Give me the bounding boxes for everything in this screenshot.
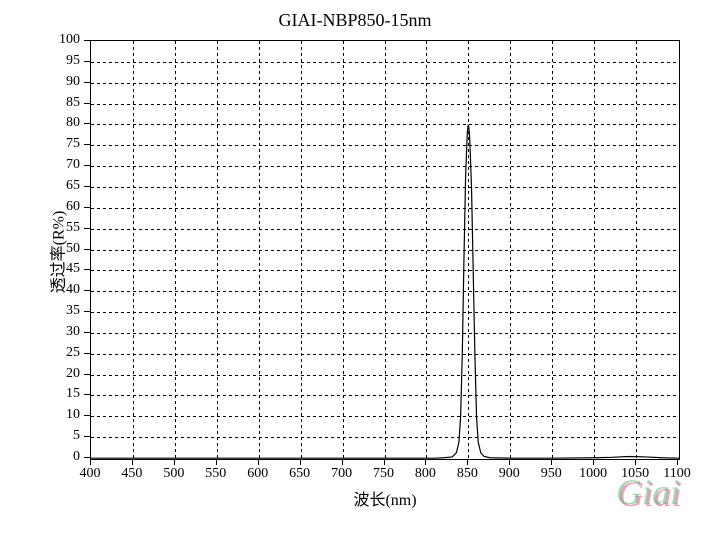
y-tick-label: 95 [50,53,80,69]
grid-line-horizontal [91,145,679,146]
y-tick-label: 50 [50,241,80,257]
x-tick [90,459,91,465]
grid-line-horizontal [91,333,679,334]
x-tick-label: 1100 [663,466,690,482]
x-tick-label: 400 [80,466,101,482]
y-tick [84,186,90,187]
grid-line-horizontal [91,354,679,355]
x-tick-label: 600 [247,466,268,482]
y-tick [84,457,90,458]
y-tick [84,311,90,312]
y-tick-label: 5 [50,428,80,444]
grid-line-horizontal [91,62,679,63]
x-tick [132,459,133,465]
grid-line-horizontal [91,250,679,251]
y-tick-label: 0 [50,449,80,465]
x-tick-label: 1050 [621,466,649,482]
y-tick [84,415,90,416]
y-tick [84,103,90,104]
y-tick [84,165,90,166]
grid-line-horizontal [91,312,679,313]
y-tick-label: 10 [50,407,80,423]
y-tick [84,269,90,270]
y-tick-label: 45 [50,261,80,277]
x-tick-label: 700 [331,466,352,482]
x-tick [216,459,217,465]
x-tick [593,459,594,465]
x-tick [384,459,385,465]
y-tick [84,249,90,250]
y-tick [84,40,90,41]
x-tick [677,459,678,465]
x-tick [509,459,510,465]
y-tick-label: 30 [50,324,80,340]
x-tick-label: 500 [163,466,184,482]
grid-line-horizontal [91,395,679,396]
y-tick-label: 75 [50,136,80,152]
y-tick-label: 55 [50,220,80,236]
y-tick [84,394,90,395]
x-tick [174,459,175,465]
x-tick-label: 900 [499,466,520,482]
x-tick [551,459,552,465]
y-tick-label: 65 [50,178,80,194]
y-tick-label: 40 [50,282,80,298]
y-tick-label: 70 [50,157,80,173]
grid-line-horizontal [91,166,679,167]
chart-container: GIAI-NBP850-15nm 透过率(R%) 波长(nm) Giai Gia… [0,0,710,533]
y-tick [84,332,90,333]
y-tick-label: 25 [50,345,80,361]
x-tick-label: 850 [457,466,478,482]
y-tick-label: 15 [50,386,80,402]
x-tick [467,459,468,465]
y-tick [84,144,90,145]
grid-line-horizontal [91,437,679,438]
grid-line-horizontal [91,375,679,376]
grid-line-horizontal [91,229,679,230]
x-tick-label: 800 [415,466,436,482]
y-tick-label: 85 [50,95,80,111]
grid-line-horizontal [91,270,679,271]
y-tick [84,123,90,124]
y-tick-label: 80 [50,115,80,131]
grid-line-horizontal [91,104,679,105]
x-tick [342,459,343,465]
grid-line-horizontal [91,83,679,84]
y-tick [84,374,90,375]
x-tick-label: 1000 [579,466,607,482]
x-tick-label: 550 [205,466,226,482]
x-tick [425,459,426,465]
x-tick-label: 650 [289,466,310,482]
x-tick-label: 450 [121,466,142,482]
x-tick [300,459,301,465]
y-tick [84,353,90,354]
y-tick [84,207,90,208]
y-tick [84,61,90,62]
x-axis-title: 波长(nm) [353,486,416,510]
plot-area [90,40,680,460]
grid-line-horizontal [91,291,679,292]
x-tick-label: 750 [373,466,394,482]
grid-line-horizontal [91,124,679,125]
x-tick [258,459,259,465]
y-tick [84,82,90,83]
y-tick-label: 35 [50,303,80,319]
x-tick-label: 950 [541,466,562,482]
y-tick-label: 20 [50,366,80,382]
y-tick [84,228,90,229]
grid-line-horizontal [91,416,679,417]
y-tick [84,290,90,291]
grid-line-horizontal [91,187,679,188]
chart-title: GIAI-NBP850-15nm [0,10,710,31]
grid-line-horizontal [91,208,679,209]
x-tick [635,459,636,465]
y-tick-label: 90 [50,74,80,90]
y-tick [84,436,90,437]
y-tick-label: 60 [50,199,80,215]
y-tick-label: 100 [50,32,80,48]
